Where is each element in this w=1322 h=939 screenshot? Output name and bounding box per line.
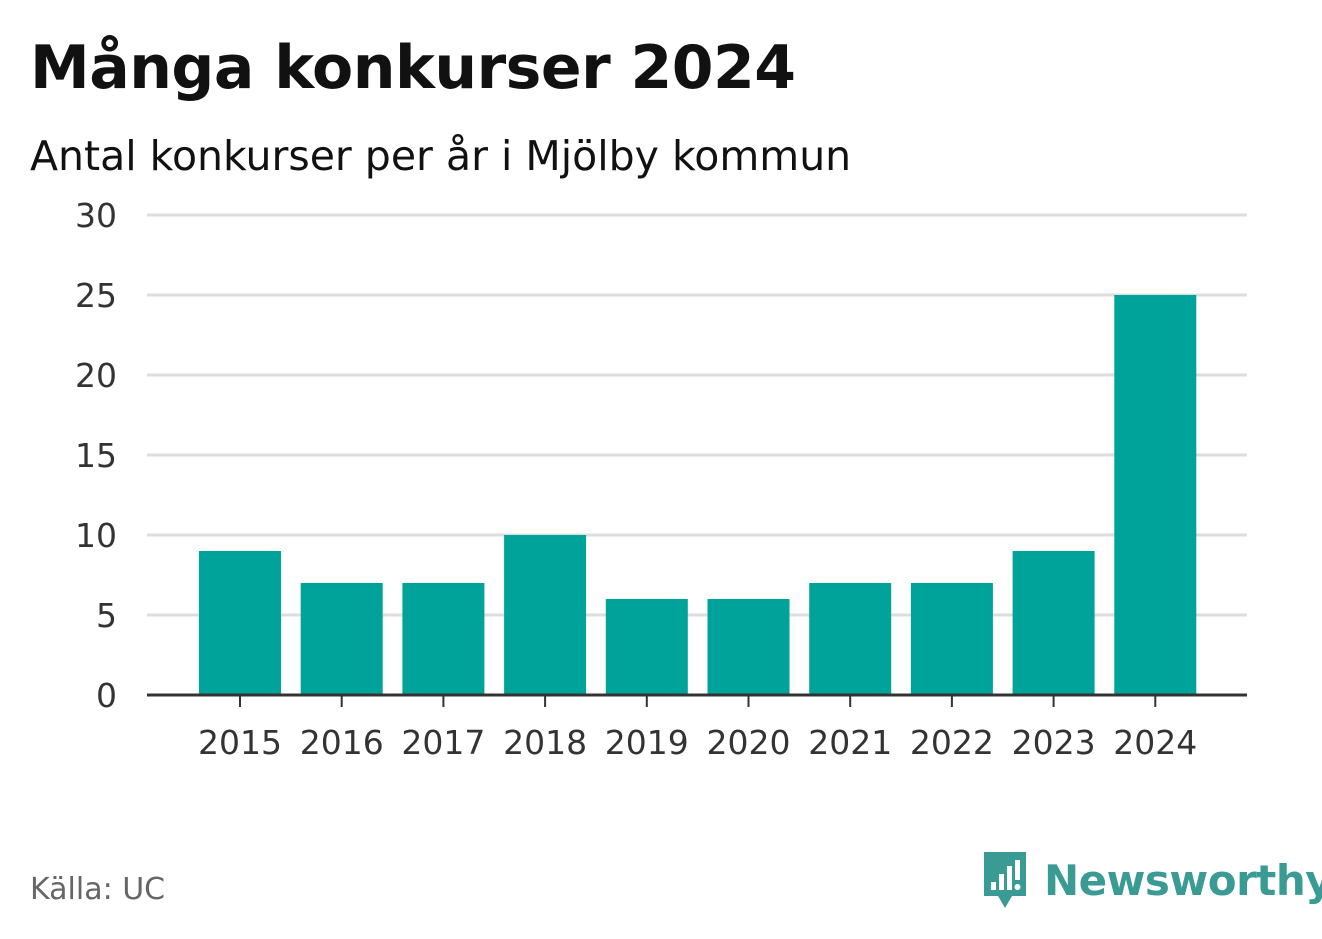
x-tick-label: 2016 — [300, 723, 384, 762]
x-tick-label: 2021 — [808, 723, 892, 762]
chart-subtitle: Antal konkurser per år i Mjölby kommun — [30, 132, 852, 180]
bars — [199, 295, 1197, 695]
x-tick-label: 2020 — [707, 723, 791, 762]
x-tick-label: 2022 — [910, 723, 994, 762]
bar-2020 — [707, 599, 790, 695]
x-tick-label: 2019 — [605, 723, 689, 762]
bar-2019 — [605, 599, 688, 695]
x-tick-label: 2024 — [1113, 723, 1197, 762]
y-tick-label: 25 — [75, 276, 117, 315]
x-tick-label: 2018 — [503, 723, 587, 762]
y-tick-label: 15 — [75, 436, 117, 475]
brand-name: Newsworthy — [1044, 855, 1322, 905]
bar-2015 — [199, 551, 281, 695]
y-axis-ticks: 0 5 10 15 20 25 30 — [75, 196, 117, 715]
y-tick-label: 0 — [96, 676, 117, 715]
bar-2017 — [402, 583, 485, 695]
x-tick-label: 2023 — [1012, 723, 1096, 762]
y-tick-label: 20 — [75, 356, 117, 395]
x-tick-label: 2017 — [401, 723, 485, 762]
bar-2023 — [1012, 551, 1095, 695]
bar-2018 — [504, 535, 587, 695]
chart-title: Många konkurser 2024 — [30, 33, 796, 103]
x-axis-ticks: 2015 2016 2017 2018 2019 2020 2021 2022 2023 2024 — [198, 695, 1197, 762]
y-tick-label: 10 — [75, 516, 117, 555]
newsworthy-logo-icon — [984, 852, 1026, 908]
bar-2016 — [300, 583, 383, 695]
bar-2024 — [1114, 295, 1197, 695]
brand-logo: Newsworthy — [980, 848, 1322, 912]
bar-chart: 0 5 10 15 20 25 30 2015 2016 2017 2018 2019 2020 202… — [75, 196, 1247, 762]
y-tick-label: 5 — [96, 596, 117, 635]
bar-2021 — [809, 583, 892, 695]
bar-2022 — [910, 583, 993, 695]
y-tick-label: 30 — [75, 196, 117, 235]
x-tick-label: 2015 — [198, 723, 282, 762]
source-note: Källa: UC — [30, 872, 166, 907]
